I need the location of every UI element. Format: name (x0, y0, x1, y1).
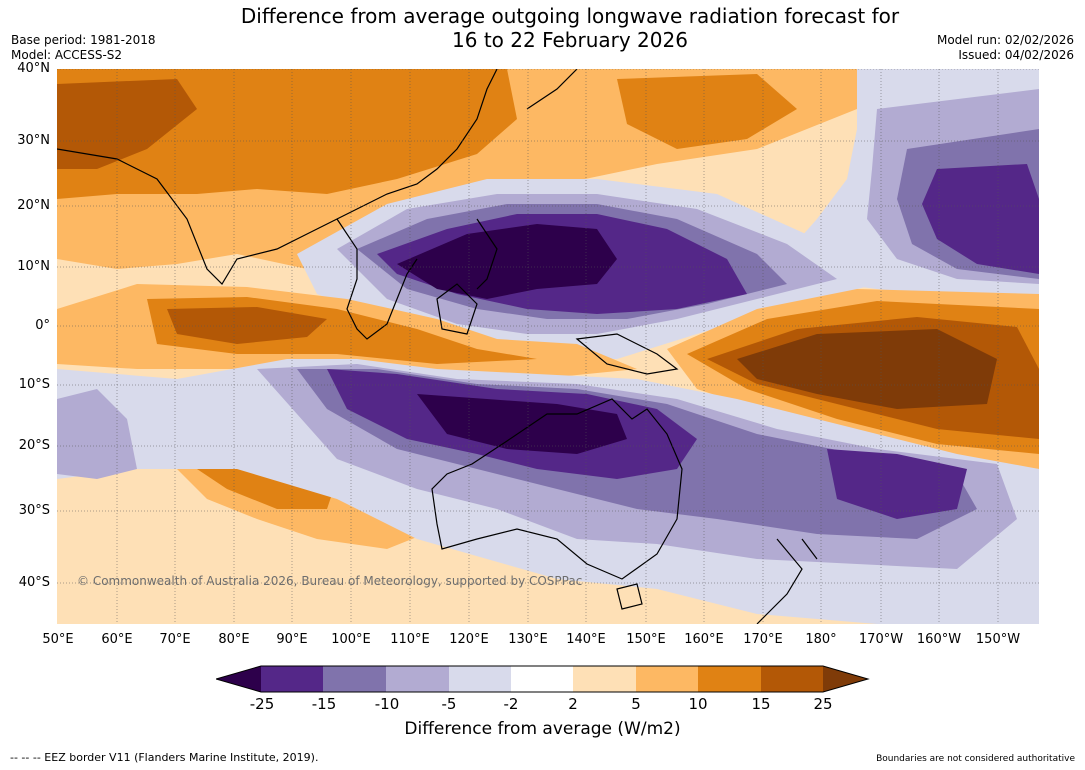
lat-label: 10°N (17, 259, 50, 274)
lon-label: 170°E (743, 632, 783, 647)
colorbar-tick: -2 (503, 695, 519, 713)
title-line-2: 16 to 22 February 2026 (452, 28, 688, 52)
colorbar-tick: 25 (813, 695, 833, 713)
lon-label: 80°E (218, 632, 250, 647)
coastline-australia (431, 398, 683, 580)
colorbar-segment (761, 666, 823, 692)
model-run: Model run: 02/02/2026 (936, 33, 1074, 47)
colorbar-segment (511, 666, 573, 692)
graticule (57, 69, 1039, 624)
lat-label: 20°S (18, 438, 50, 453)
colorbar-segment (573, 666, 636, 692)
coastline-japan (526, 69, 578, 110)
colorbar-outline (216, 665, 870, 693)
lon-label: 110°E (390, 632, 430, 647)
colorbar-tick: 10 (688, 695, 708, 713)
lon-label: 180° (805, 632, 837, 647)
lon-label: 170°W (858, 632, 904, 647)
coastlines (57, 69, 818, 624)
lat-label: 30°S (18, 503, 50, 518)
lon-label: 130°E (508, 632, 548, 647)
lat-label: 0° (35, 318, 50, 333)
lat-label: 40°S (18, 575, 50, 590)
colorbar-title: Difference from average (W/m2) (404, 719, 681, 739)
lon-label: 150°W (975, 632, 1021, 647)
lon-label: 60°E (101, 632, 133, 647)
coastline-new-guinea (575, 333, 679, 375)
anomaly-region-positive (167, 307, 327, 344)
colorbar-tick: 5 (631, 695, 641, 713)
colorbar-tick: -15 (311, 695, 337, 713)
colorbar-max-extend (823, 666, 868, 692)
anomaly-region-positive (737, 329, 997, 409)
lon-label: 50°E (42, 632, 74, 647)
anomaly-region-positive (617, 74, 797, 149)
colorbar-tick: -10 (374, 695, 400, 713)
colorbar-segment (261, 666, 323, 692)
lat-label: 20°N (17, 198, 50, 213)
lon-label: 160°E (684, 632, 724, 647)
map-title: Difference from average outgoing longwav… (0, 4, 1085, 52)
meta-left: Base period: 1981-2018 Model: ACCESS-S2 (11, 33, 156, 63)
coastline-tasmania (616, 583, 643, 610)
coastline-new-zealand (756, 538, 818, 624)
colorbar-tick: 2 (568, 695, 578, 713)
eez-border-note: -- -- -- EEZ border V11 (Flanders Marine… (10, 751, 319, 764)
model-name: Model: ACCESS-S2 (11, 48, 123, 62)
meta-right: Model run: 02/02/2026 Issued: 04/02/2026 (937, 33, 1074, 63)
issued-date: Issued: 04/02/2026 (958, 48, 1074, 62)
anomaly-region-negative (417, 394, 627, 454)
lon-label: 70°E (159, 632, 191, 647)
colorbar-tick: -25 (249, 695, 275, 713)
lon-label: 90°E (276, 632, 308, 647)
anomaly-region-negative (922, 164, 1039, 274)
colorbar-min-extend (216, 666, 261, 692)
copyright-text: © Commonwealth of Australia 2026, Bureau… (77, 574, 583, 588)
title-line-1: Difference from average outgoing longwav… (240, 4, 900, 28)
lat-label: 30°N (17, 133, 50, 148)
coastline-borneo (436, 283, 478, 335)
lon-label: 100°E (331, 632, 371, 647)
lon-label: 120°E (449, 632, 489, 647)
base-period: Base period: 1981-2018 (11, 33, 156, 47)
colorbar-segment (636, 666, 698, 692)
anomaly-region-positive (57, 79, 197, 169)
anomaly-region-negative (827, 449, 967, 519)
lon-label: 160°W (916, 632, 962, 647)
lon-label: 150°E (626, 632, 666, 647)
olr-anomaly-map (57, 69, 1039, 624)
colorbar-tick: -5 (441, 695, 457, 713)
lat-label: 10°S (18, 377, 50, 392)
lon-label: 140°E (566, 632, 606, 647)
anomaly-region-negative (397, 224, 617, 299)
colorbar-segment (698, 666, 761, 692)
colorbar (216, 665, 870, 693)
coastline-southeast-asia (336, 218, 418, 340)
boundaries-disclaimer: Boundaries are not considered authoritat… (876, 754, 1075, 764)
colorbar-segment (323, 666, 386, 692)
lat-label: 40°N (17, 61, 50, 76)
colorbar-segment (449, 666, 511, 692)
coastline-asia (57, 69, 498, 285)
colorbar-segment (386, 666, 449, 692)
colorbar-tick: 15 (751, 695, 771, 713)
coastline-philippines (476, 218, 498, 290)
